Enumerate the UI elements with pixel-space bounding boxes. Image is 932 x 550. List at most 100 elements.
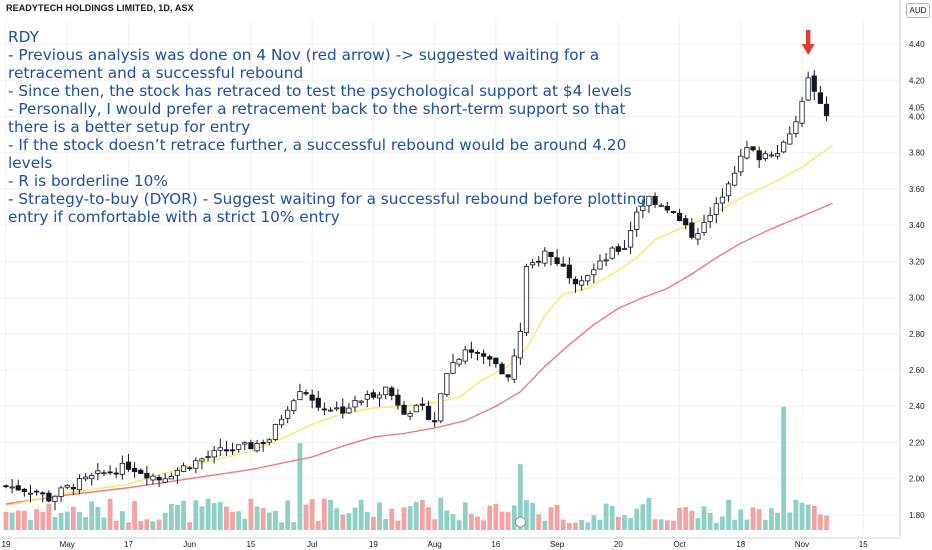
candle-body — [523, 266, 530, 334]
candle-body — [15, 485, 21, 491]
volume-bar — [248, 498, 254, 530]
y-tick-label: 2.00 — [909, 475, 925, 484]
candle-body — [627, 230, 634, 248]
volume-bar — [493, 503, 499, 530]
volume-bar — [254, 506, 260, 530]
volume-bar — [481, 520, 487, 530]
volume-bar — [462, 502, 468, 530]
candle-body — [291, 400, 297, 412]
volume-bar — [315, 520, 321, 530]
candle-body — [432, 420, 438, 423]
ma-short-path — [5, 144, 834, 507]
volume-bar — [444, 510, 450, 530]
note-line: - If the stock doesn’t retrace further, … — [8, 136, 627, 172]
candle-body — [450, 362, 456, 374]
volume-bar — [707, 513, 713, 530]
volume-bar — [750, 507, 756, 530]
volume-bar — [291, 522, 297, 530]
candle-body — [383, 386, 389, 396]
candle-body — [768, 154, 775, 157]
volume-bar — [579, 519, 584, 530]
volume-bar — [658, 519, 664, 530]
candle-body — [487, 356, 493, 360]
analysis-notes: RDY - Previous analysis was done on 4 No… — [8, 28, 668, 226]
volume-bar — [511, 505, 517, 530]
volume-bar — [468, 513, 474, 530]
volume-bar — [395, 520, 401, 530]
volume-bar — [266, 512, 272, 530]
volume-bar — [824, 515, 829, 530]
volume-bar — [279, 522, 284, 530]
candle-body — [572, 278, 579, 285]
candle-body — [689, 222, 695, 238]
volume-bar — [328, 499, 333, 530]
candle-body — [805, 77, 811, 101]
volume-bar — [340, 514, 346, 530]
candle-body — [309, 394, 315, 401]
candle-body — [174, 470, 181, 476]
x-tick-label: 17 — [124, 540, 133, 549]
candle-body — [695, 233, 701, 240]
volume-bar — [615, 516, 621, 530]
y-tick-label: 2.20 — [909, 438, 925, 447]
y-tick-label: 3.60 — [909, 185, 925, 194]
candle-body — [199, 458, 205, 462]
candle-body — [205, 456, 211, 458]
currency-badge[interactable]: AUD — [906, 3, 930, 18]
time-axis[interactable]: 19 May 17 Jun 15 Jul 19 Aug 16 Sep 20 Oct 18 Nov 15 — [2, 540, 869, 549]
candle-body — [370, 392, 376, 398]
candle-body — [113, 472, 119, 475]
volume-bar — [156, 519, 162, 530]
y-tick-label: 3.00 — [909, 294, 925, 303]
volume-bar — [162, 512, 168, 530]
earnings-icon — [514, 516, 526, 528]
notes-heading: RDY — [8, 28, 39, 46]
candle-body — [781, 141, 787, 153]
candle-body — [676, 212, 683, 222]
candle-body — [272, 423, 279, 440]
candle-body — [713, 203, 719, 215]
x-tick-label: Sep — [550, 540, 565, 549]
candle-body — [615, 246, 621, 252]
volume-bar — [144, 519, 150, 530]
candle-body — [578, 280, 585, 286]
candle-body — [107, 471, 113, 474]
y-tick-label: 2.60 — [909, 366, 925, 375]
candle-body — [229, 449, 236, 452]
candle-body — [511, 355, 517, 380]
volume-bar — [352, 507, 358, 530]
volume-bar — [713, 522, 719, 530]
volume-bar — [487, 505, 493, 530]
y-tick-label: 3.20 — [909, 257, 925, 266]
candle-body — [131, 468, 138, 473]
x-tick-label: Jul — [307, 540, 317, 549]
volume-bar — [720, 516, 725, 530]
x-tick-label: Jun — [183, 540, 196, 549]
volume-bar — [89, 501, 95, 530]
volume-bar — [193, 500, 199, 530]
volume-bar — [756, 509, 762, 530]
volume-bar — [530, 503, 536, 530]
candle-body — [144, 472, 150, 479]
volume-bar — [52, 516, 58, 530]
price-axis[interactable]: 1.80 2.00 2.20 2.40 2.60 2.80 3.00 3.20 3.40 3.60… — [909, 40, 925, 520]
volume-bar — [769, 508, 774, 530]
candle-body — [738, 155, 744, 173]
y-current-price-label: 4.05 — [909, 103, 925, 112]
x-tick-label: Nov — [795, 540, 809, 549]
candle-body — [168, 476, 174, 480]
candle-body — [211, 450, 217, 458]
candle-body — [566, 264, 572, 279]
volume-bar — [9, 512, 15, 530]
x-tick-label: Aug — [428, 540, 442, 549]
volume-bar — [346, 513, 352, 530]
volume-bar — [413, 501, 419, 530]
volume-bar — [334, 508, 340, 530]
x-tick-label: 19 — [2, 540, 11, 549]
candle-body — [664, 205, 670, 211]
volume-bar — [738, 509, 744, 530]
candle-body — [285, 409, 291, 419]
volume-bar — [199, 506, 205, 530]
volume-bar — [664, 520, 670, 530]
